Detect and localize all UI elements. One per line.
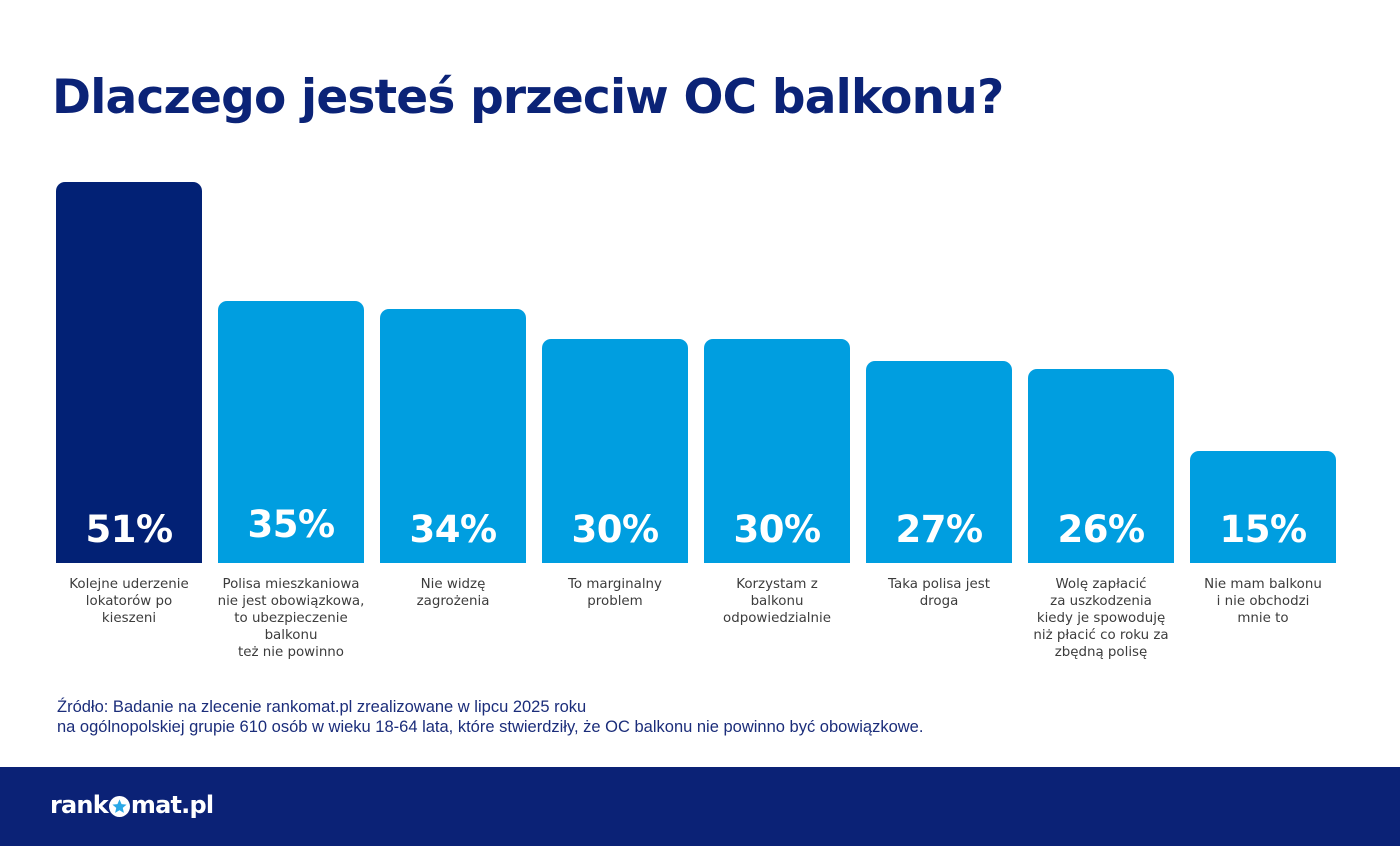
bar-4: 30% <box>542 339 688 563</box>
bar-value: 30% <box>733 508 821 551</box>
bar-label: Korzystam z balkonu odpowiedzialnie <box>723 577 831 626</box>
bar-2: 35% <box>218 301 364 563</box>
bar-label: Nie widzę zagrożenia <box>416 577 490 609</box>
bar-8: 15% <box>1190 451 1336 563</box>
source-note: Źródło: Badanie na zlecenie rankomat.pl … <box>57 697 923 737</box>
bar-6: 27% <box>866 361 1012 563</box>
bar-value: 34% <box>409 508 497 551</box>
bar-label: To marginalny problem <box>568 577 662 609</box>
bar-label: Nie mam balkonu i nie obchodzi mnie to <box>1204 577 1322 626</box>
bar-value: 51% <box>85 508 173 551</box>
logo-text-right: mat.pl <box>130 791 214 819</box>
source-line-2: na ogólnopolskiej grupie 610 osób w wiek… <box>57 718 924 736</box>
bar-label: Kolejne uderzenie lokatorów po kieszeni <box>69 577 189 626</box>
bar-7: 26% <box>1028 369 1174 563</box>
bar-3: 34% <box>380 309 526 563</box>
chart-title: Dlaczego jesteś przeciw OC balkonu? <box>52 70 1004 125</box>
bar-label: Taka polisa jest droga <box>888 577 990 609</box>
bar-value: 30% <box>571 508 659 551</box>
bar-chart: 51% 35% 34% 30% 30% 27% 26% 15% Kolejne … <box>56 182 1336 660</box>
rankomat-logo: rank mat.pl <box>50 791 214 819</box>
bar-label: Polisa mieszkaniowa nie jest obowiązkowa… <box>217 577 365 660</box>
bar-value: 27% <box>895 508 983 551</box>
bar-value: 26% <box>1057 508 1145 551</box>
bar-1: 51% <box>56 182 202 563</box>
footer-bar: rank mat.pl <box>0 767 1400 846</box>
source-line-1: Źródło: Badanie na zlecenie rankomat.pl … <box>57 698 587 716</box>
bar-label: Wolę zapłacić za uszkodzenia kiedy je sp… <box>1033 577 1169 660</box>
bar-value: 35% <box>247 503 335 546</box>
bar-value: 15% <box>1219 508 1307 551</box>
star-icon <box>108 795 130 817</box>
bar-5: 30% <box>704 339 850 563</box>
logo-text-left: rank <box>50 791 109 819</box>
